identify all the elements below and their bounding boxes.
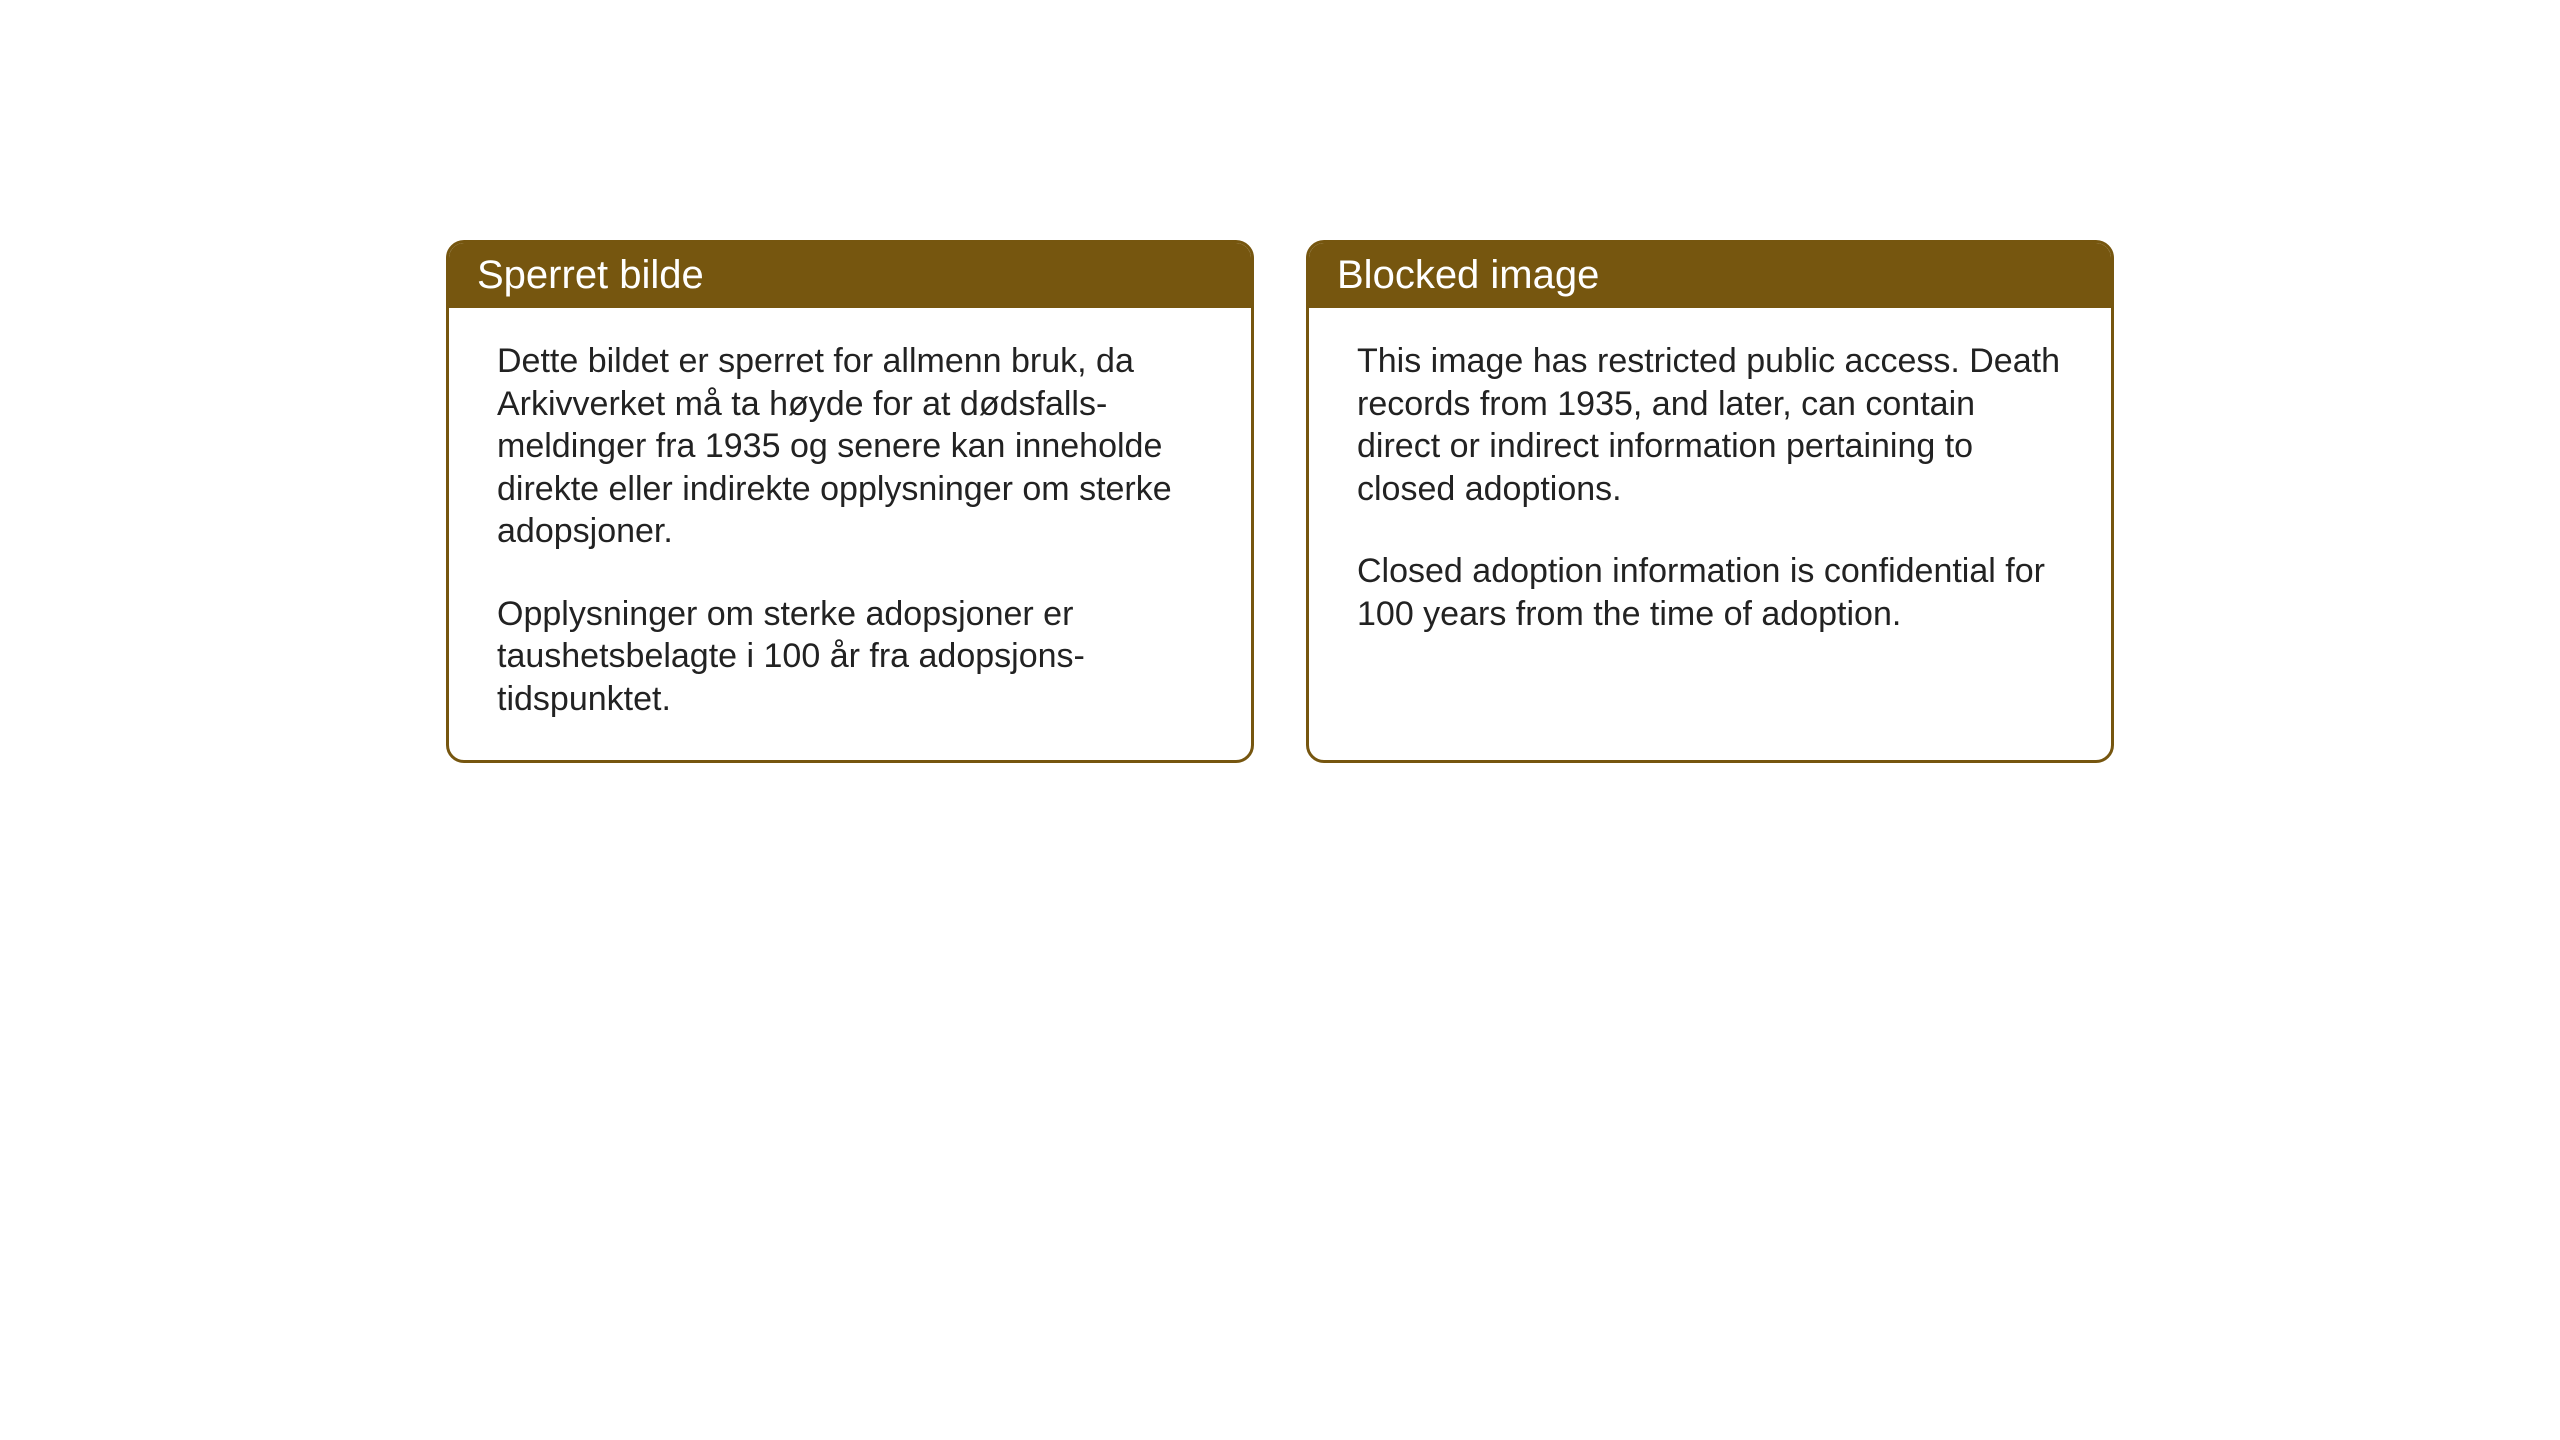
notice-cards-container: Sperret bilde Dette bildet er sperret fo…	[446, 240, 2114, 763]
english-paragraph-2: Closed adoption information is confident…	[1357, 550, 2063, 635]
english-paragraph-1: This image has restricted public access.…	[1357, 340, 2063, 510]
norwegian-card-body: Dette bildet er sperret for allmenn bruk…	[449, 308, 1251, 760]
norwegian-card-title: Sperret bilde	[449, 243, 1251, 308]
norwegian-notice-card: Sperret bilde Dette bildet er sperret fo…	[446, 240, 1254, 763]
english-card-title: Blocked image	[1309, 243, 2111, 308]
english-notice-card: Blocked image This image has restricted …	[1306, 240, 2114, 763]
norwegian-paragraph-2: Opplysninger om sterke adopsjoner er tau…	[497, 593, 1203, 721]
english-card-body: This image has restricted public access.…	[1309, 308, 2111, 748]
norwegian-paragraph-1: Dette bildet er sperret for allmenn bruk…	[497, 340, 1203, 553]
